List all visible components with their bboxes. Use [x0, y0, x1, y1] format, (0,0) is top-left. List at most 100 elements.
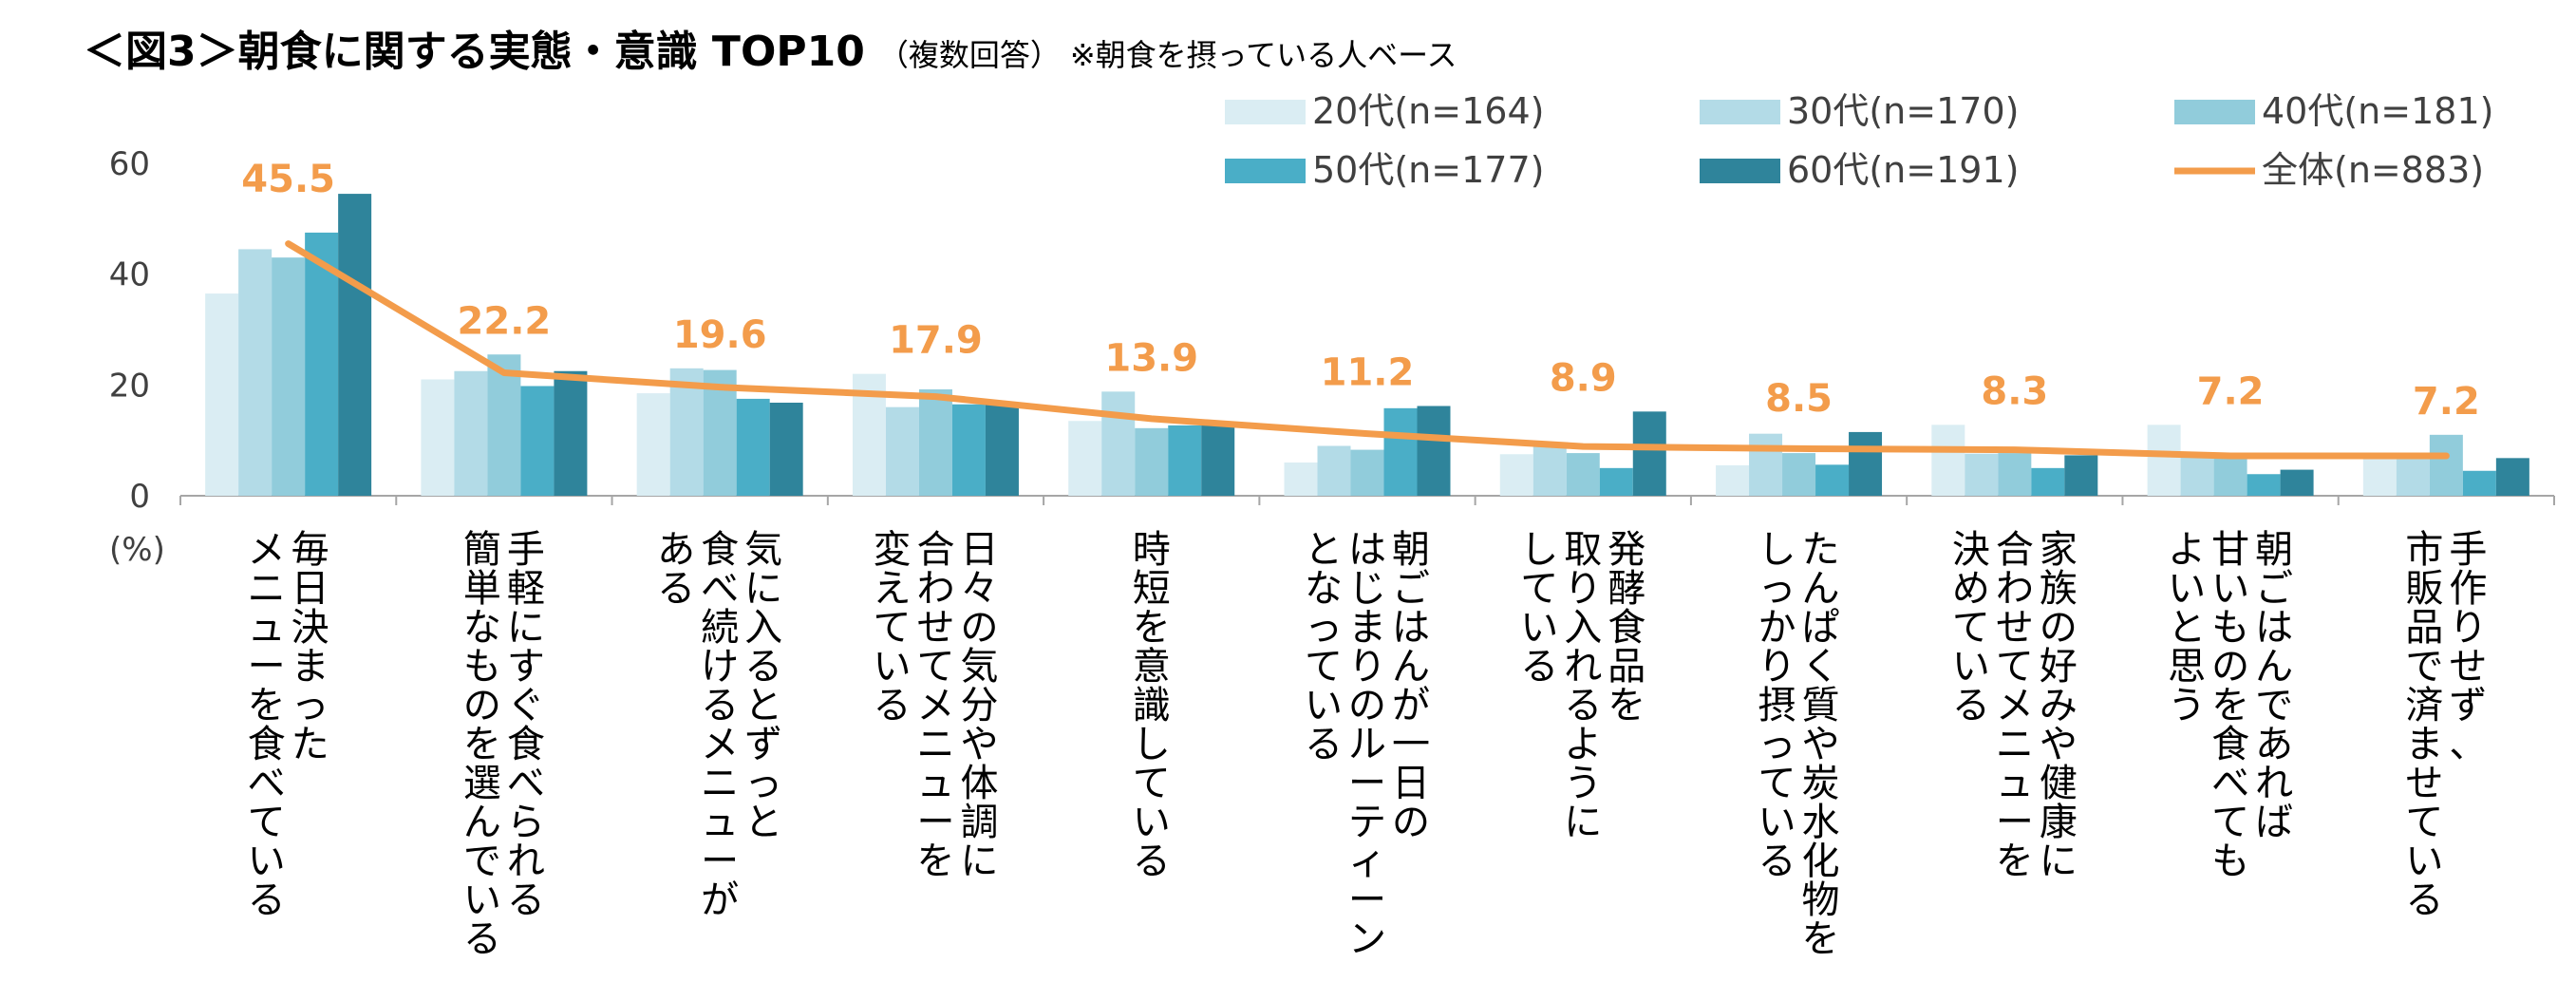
bar-50s	[520, 386, 555, 496]
legend-swatch	[1225, 159, 1306, 183]
data-label: 17.9	[889, 319, 983, 363]
bar-20s	[1716, 464, 1750, 496]
legend-label: 30代(n=170)	[1787, 90, 2019, 132]
category-label-line: はじまりのルーティーン	[1348, 528, 1386, 961]
bar-50s	[2031, 467, 2065, 496]
category-label-line: 取り入れるように	[1564, 528, 1602, 844]
bar-30s	[885, 406, 919, 496]
bar-40s	[2429, 434, 2463, 496]
y-tick-label: 20	[109, 367, 150, 405]
category-label-line: 甘いものを食べても	[2211, 528, 2249, 883]
bar-60s	[1201, 423, 1235, 496]
bar-40s	[487, 354, 521, 496]
category-label-line: メニューを食べている	[248, 528, 286, 922]
bar-40s	[918, 389, 952, 496]
category-label-line: となっている	[1305, 528, 1343, 766]
legend-item-60s: 60代(n=191)	[1700, 149, 2019, 191]
bar-20s	[1068, 421, 1102, 496]
bar-60s	[554, 370, 588, 496]
bar-30s	[1317, 445, 1351, 496]
legend-label: 60代(n=191)	[1787, 149, 2019, 191]
bar-20s	[1499, 454, 1533, 496]
legend-label: 40代(n=181)	[2262, 90, 2493, 132]
category-label-line: 朝ごはんであれば	[2255, 528, 2293, 844]
data-label: 11.2	[1321, 351, 1415, 395]
category-label-line: 変えている	[873, 528, 911, 727]
bar-50s	[1383, 407, 1418, 496]
legend-item-40s: 40代(n=181)	[2174, 90, 2493, 132]
bar-50s	[2247, 474, 2281, 496]
bar-30s	[1749, 433, 1783, 496]
category-label-line: 手軽にすぐ食べられる	[507, 528, 545, 922]
bar-60s	[769, 403, 803, 496]
bar-20s	[2147, 425, 2181, 496]
bar-30s	[1101, 391, 1136, 496]
legend-swatch	[1225, 100, 1306, 124]
category-label-line: ある	[657, 528, 695, 611]
bar-20s	[205, 293, 239, 496]
legend-label: 全体(n=883)	[2262, 149, 2484, 191]
series-line-total	[285, 240, 2450, 460]
y-tick-label: 0	[129, 478, 150, 516]
total-line-layer	[285, 240, 2450, 460]
chart-note: ※朝食を摂っている人ベース	[1069, 37, 1457, 73]
category-label-line: 毎日決まった	[291, 528, 329, 766]
bar-30s	[1532, 445, 1567, 496]
bar-40s	[1350, 449, 1384, 496]
data-labels-layer: 45.5 22.2 19.6 17.9 13.9 11.2 8.9 8.5 8.3 7.2 7.2	[241, 158, 2480, 424]
bar-60s	[338, 194, 372, 497]
category-label-line: 家族の好みや健康に	[2040, 528, 2078, 883]
legend-swatch	[1700, 159, 1780, 183]
legend-item-total: 全体(n=883)	[2174, 149, 2484, 191]
y-tick-label: 60	[109, 145, 150, 183]
category-label: 手作りせず、市販品で済ませている	[2405, 528, 2487, 922]
category-label-line: 合わせてメニューを	[916, 528, 954, 883]
chart-title-row: ＜図3＞朝食に関する実態・意識 TOP10 （複数回答） ※朝食を摂っている人ベース	[84, 17, 1457, 78]
legend-item-30s: 30代(n=170)	[1700, 90, 2019, 132]
bar-40s	[2213, 456, 2247, 496]
category-label-line: 時短を意識している	[1133, 528, 1171, 883]
category-label-line: 発酵食品を	[1608, 528, 1645, 727]
category-label-line: 市販品で済ませている	[2405, 528, 2443, 922]
bar-40s	[1566, 453, 1600, 496]
category-label-line: 日々の気分や体調に	[960, 528, 998, 883]
bar-50s	[1815, 464, 1850, 496]
data-label: 8.9	[1550, 356, 1617, 400]
bar-60s	[985, 404, 1019, 496]
category-label-line: よいと思う	[2168, 528, 2206, 727]
category-label-line: 朝ごはんが一日の	[1392, 528, 1430, 844]
category-label-line: 食べ続けるメニューが	[701, 528, 739, 922]
bar-60s	[1417, 406, 1451, 496]
bar-30s	[2396, 457, 2430, 496]
bar-50s	[1168, 425, 1202, 496]
bar-20s	[1284, 463, 1318, 496]
bar-60s	[2064, 455, 2098, 496]
legend: 20代(n=164) 30代(n=170) 40代(n=181) 50代(n=177)…	[1225, 90, 2493, 191]
bar-60s	[1849, 431, 1883, 496]
category-label-line: 合わせてメニューを	[1996, 528, 2034, 883]
bar-60s	[1632, 411, 1666, 496]
category-label: 時短を意識している	[1133, 528, 1171, 883]
chart-title: ＜図3＞朝食に関する実態・意識 TOP10	[84, 28, 865, 76]
bar-30s	[454, 370, 488, 496]
bar-40s	[1998, 453, 2032, 496]
chart-subtitle: （複数回答）	[877, 37, 1061, 73]
bar-30s	[2180, 453, 2214, 496]
bars-layer	[205, 194, 2529, 497]
category-label-line: 決めている	[1952, 528, 1990, 727]
bar-30s	[669, 368, 704, 496]
legend-item-50s: 50代(n=177)	[1225, 149, 1544, 191]
legend-swatch	[1700, 100, 1780, 124]
category-label-line: 簡単なものを選んでいる	[463, 528, 501, 961]
data-label: 22.2	[458, 299, 552, 343]
data-label: 8.3	[1981, 369, 2048, 413]
data-label: 19.6	[673, 313, 767, 357]
bar-30s	[1965, 453, 1999, 496]
